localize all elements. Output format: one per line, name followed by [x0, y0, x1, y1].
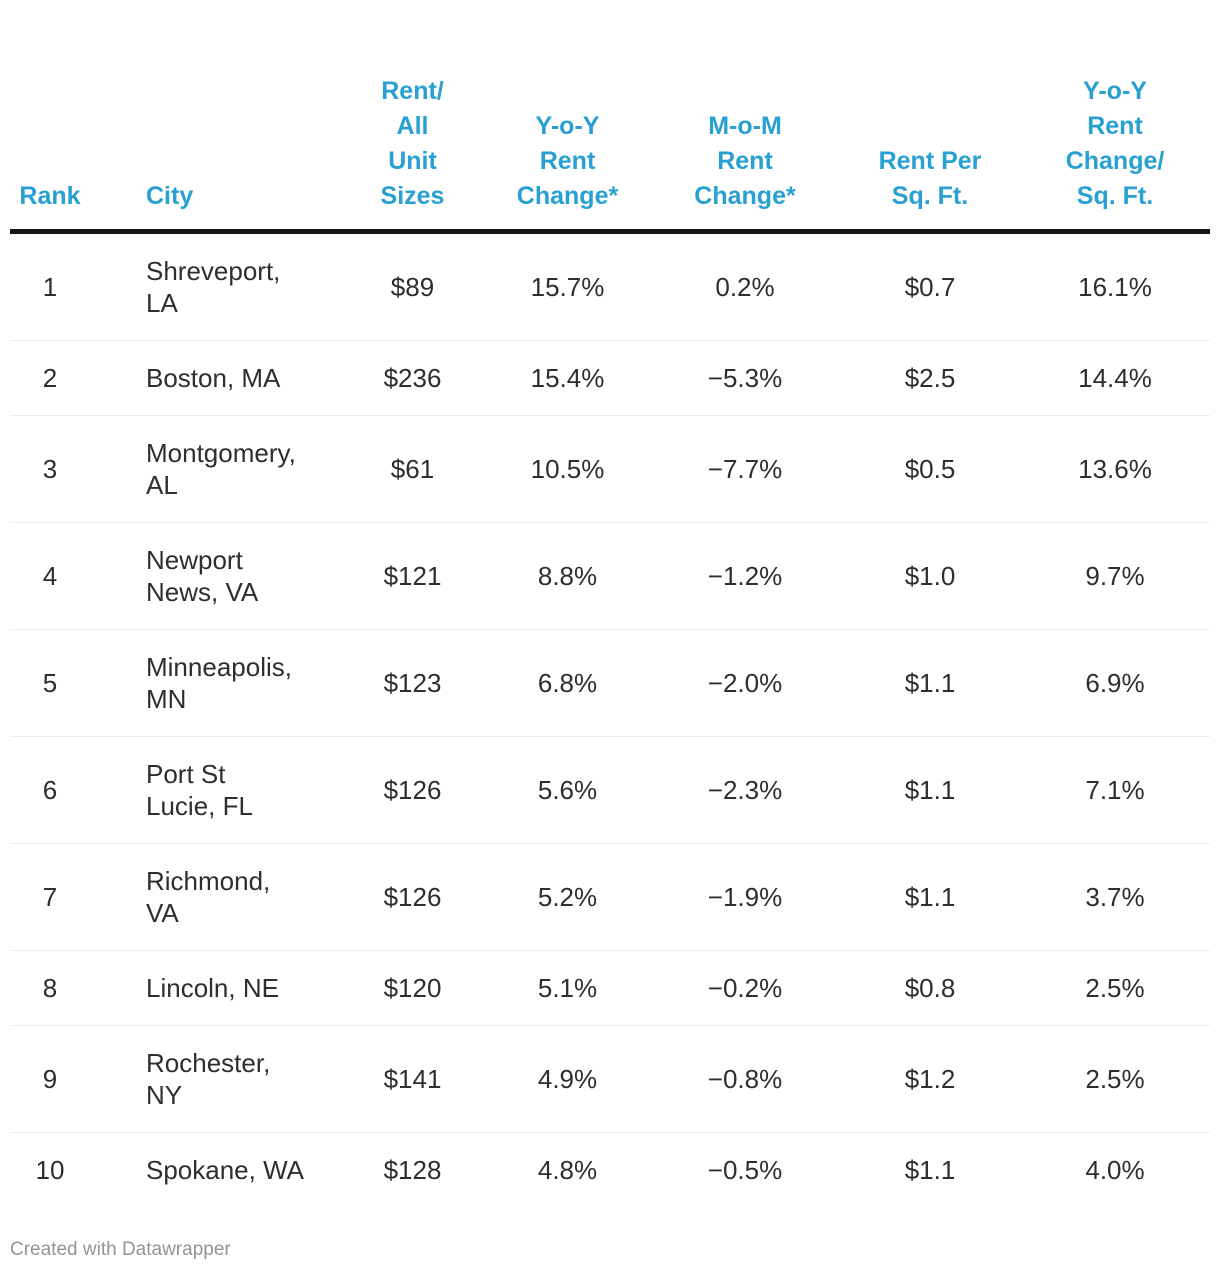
city-cell: Boston, MA [90, 340, 340, 416]
yoy-rent-change-sqft-cell: 2.5% [1020, 950, 1210, 1026]
rent-cell: $61 [340, 415, 485, 523]
yoy-rent-change-cell: 6.8% [485, 629, 650, 737]
yoy-rent-change-cell: 15.4% [485, 340, 650, 416]
rent-cell: $128 [340, 1132, 485, 1207]
rank-cell: 10 [10, 1132, 90, 1207]
mom-rent-change-cell: −0.2% [650, 950, 840, 1026]
table-row: 4 Newport News, VA $121 8.8% −1.2% $1.0 … [10, 522, 1210, 630]
rent-cell: $120 [340, 950, 485, 1026]
rent-per-sqft-cell: $1.1 [840, 629, 1020, 737]
yoy-rent-change-sqft-cell: 3.7% [1020, 843, 1210, 951]
yoy-rent-change-sqft-cell: 9.7% [1020, 522, 1210, 630]
city-cell: Minneapolis, MN [90, 629, 340, 737]
table-row: 1 Shreveport, LA $89 15.7% 0.2% $0.7 16.… [10, 232, 1210, 341]
yoy-rent-change-cell: 5.6% [485, 736, 650, 844]
rent-per-sqft-cell: $2.5 [840, 340, 1020, 416]
mom-rent-change-cell: 0.2% [715, 272, 775, 302]
city-cell: Shreveport, LA [146, 256, 281, 318]
table-row: 6 Port St Lucie, FL $126 5.6% −2.3% $1.1… [10, 736, 1210, 844]
yoy-rent-change-sqft-cell: 4.0% [1020, 1132, 1210, 1207]
yoy-rent-change-sqft-cell: 6.9% [1020, 629, 1210, 737]
mom-rent-change-cell: −1.2% [650, 522, 840, 630]
rent-per-sqft-cell: $1.1 [840, 1132, 1020, 1207]
city-cell: Newport News, VA [90, 522, 340, 630]
rank-cell: 5 [10, 629, 90, 737]
rent-per-sqft-cell: $0.7 [904, 272, 956, 302]
column-header-rent-per-sqft: Rent Per Sq. Ft. [840, 0, 1020, 234]
column-header-yoy-rent-change-per-sqft: Y-o-Y Rent Change/ Sq. Ft. [1020, 0, 1210, 234]
rent-cell: $126 [340, 736, 485, 844]
table-row: 5 Minneapolis, MN $123 6.8% −2.0% $1.1 6… [10, 629, 1210, 737]
yoy-rent-change-cell: 15.7% [530, 272, 605, 302]
city-cell: Montgomery, AL [90, 415, 340, 523]
header-row: Rank City Rent/ All Unit Sizes Y-o-Y Ren… [10, 0, 1210, 234]
table-row: 7 Richmond, VA $126 5.2% −1.9% $1.1 3.7% [10, 843, 1210, 951]
mom-rent-change-cell: −5.3% [650, 340, 840, 416]
yoy-rent-change-cell: 8.8% [485, 522, 650, 630]
rent-per-sqft-cell: $1.0 [840, 522, 1020, 630]
yoy-rent-change-sqft-cell: 14.4% [1020, 340, 1210, 416]
rent-cell: $141 [340, 1025, 485, 1133]
mom-rent-change-cell: −1.9% [650, 843, 840, 951]
rank-cell: 8 [10, 950, 90, 1026]
column-header-rank: Rank [10, 0, 90, 234]
rent-cell: $123 [340, 629, 485, 737]
table-header: Rank City Rent/ All Unit Sizes Y-o-Y Ren… [10, 0, 1210, 234]
table-row: 9 Rochester, NY $141 4.9% −0.8% $1.2 2.5… [10, 1025, 1210, 1133]
rank-cell: 1 [42, 272, 58, 302]
rank-cell: 2 [10, 340, 90, 416]
column-header-city: City [90, 0, 340, 234]
rent-ranking-table: Rank City Rent/ All Unit Sizes Y-o-Y Ren… [10, 0, 1210, 1207]
city-cell: Port St Lucie, FL [90, 736, 340, 844]
yoy-rent-change-cell: 4.8% [485, 1132, 650, 1207]
mom-rent-change-cell: −2.3% [650, 736, 840, 844]
yoy-rent-change-cell: 10.5% [485, 415, 650, 523]
rank-cell: 7 [10, 843, 90, 951]
rent-table-chart: Rank City Rent/ All Unit Sizes Y-o-Y Ren… [10, 0, 1210, 1207]
city-cell: Rochester, NY [90, 1025, 340, 1133]
yoy-rent-change-cell: 5.1% [485, 950, 650, 1026]
rent-cell: $236 [340, 340, 485, 416]
city-cell: Lincoln, NE [90, 950, 340, 1026]
rent-per-sqft-cell: $1.2 [840, 1025, 1020, 1133]
rent-cell: $121 [340, 522, 485, 630]
rent-per-sqft-cell: $0.5 [840, 415, 1020, 523]
yoy-rent-change-sqft-cell: 2.5% [1020, 1025, 1210, 1133]
table-row: 8 Lincoln, NE $120 5.1% −0.2% $0.8 2.5% [10, 950, 1210, 1026]
datawrapper-credit-link[interactable]: Created with Datawrapper [10, 1239, 231, 1260]
rent-per-sqft-cell: $1.1 [840, 736, 1020, 844]
rank-cell: 4 [10, 522, 90, 630]
rent-per-sqft-cell: $1.1 [840, 843, 1020, 951]
yoy-rent-change-sqft-cell: 13.6% [1020, 415, 1210, 523]
rank-cell: 9 [10, 1025, 90, 1133]
table-row: 2 Boston, MA $236 15.4% −5.3% $2.5 14.4% [10, 340, 1210, 416]
table-row: 10 Spokane, WA $128 4.8% −0.5% $1.1 4.0% [10, 1132, 1210, 1207]
yoy-rent-change-cell: 4.9% [485, 1025, 650, 1133]
mom-rent-change-cell: −0.5% [650, 1132, 840, 1207]
city-cell: Spokane, WA [90, 1132, 340, 1207]
rank-cell: 3 [10, 415, 90, 523]
column-header-mom-rent-change: M-o-M Rent Change* [650, 0, 840, 234]
yoy-rent-change-sqft-cell: 7.1% [1020, 736, 1210, 844]
yoy-rent-change-sqft-cell: 16.1% [1078, 272, 1152, 302]
yoy-rent-change-cell: 5.2% [485, 843, 650, 951]
datawrapper-credit[interactable]: Created with Datawrapper [10, 1239, 1220, 1261]
table-row: 3 Montgomery, AL $61 10.5% −7.7% $0.5 13… [10, 415, 1210, 523]
column-header-rent-all-unit-sizes: Rent/ All Unit Sizes [340, 0, 485, 234]
mom-rent-change-cell: −0.8% [650, 1025, 840, 1133]
mom-rent-change-cell: −7.7% [650, 415, 840, 523]
rent-cell: $126 [340, 843, 485, 951]
rent-per-sqft-cell: $0.8 [840, 950, 1020, 1026]
column-header-yoy-rent-change: Y-o-Y Rent Change* [485, 0, 650, 234]
mom-rent-change-cell: −2.0% [650, 629, 840, 737]
table-body: 1 Shreveport, LA $89 15.7% 0.2% $0.7 16.… [10, 232, 1210, 1207]
city-cell: Richmond, VA [90, 843, 340, 951]
rent-cell: $89 [390, 272, 435, 302]
rank-cell: 6 [10, 736, 90, 844]
